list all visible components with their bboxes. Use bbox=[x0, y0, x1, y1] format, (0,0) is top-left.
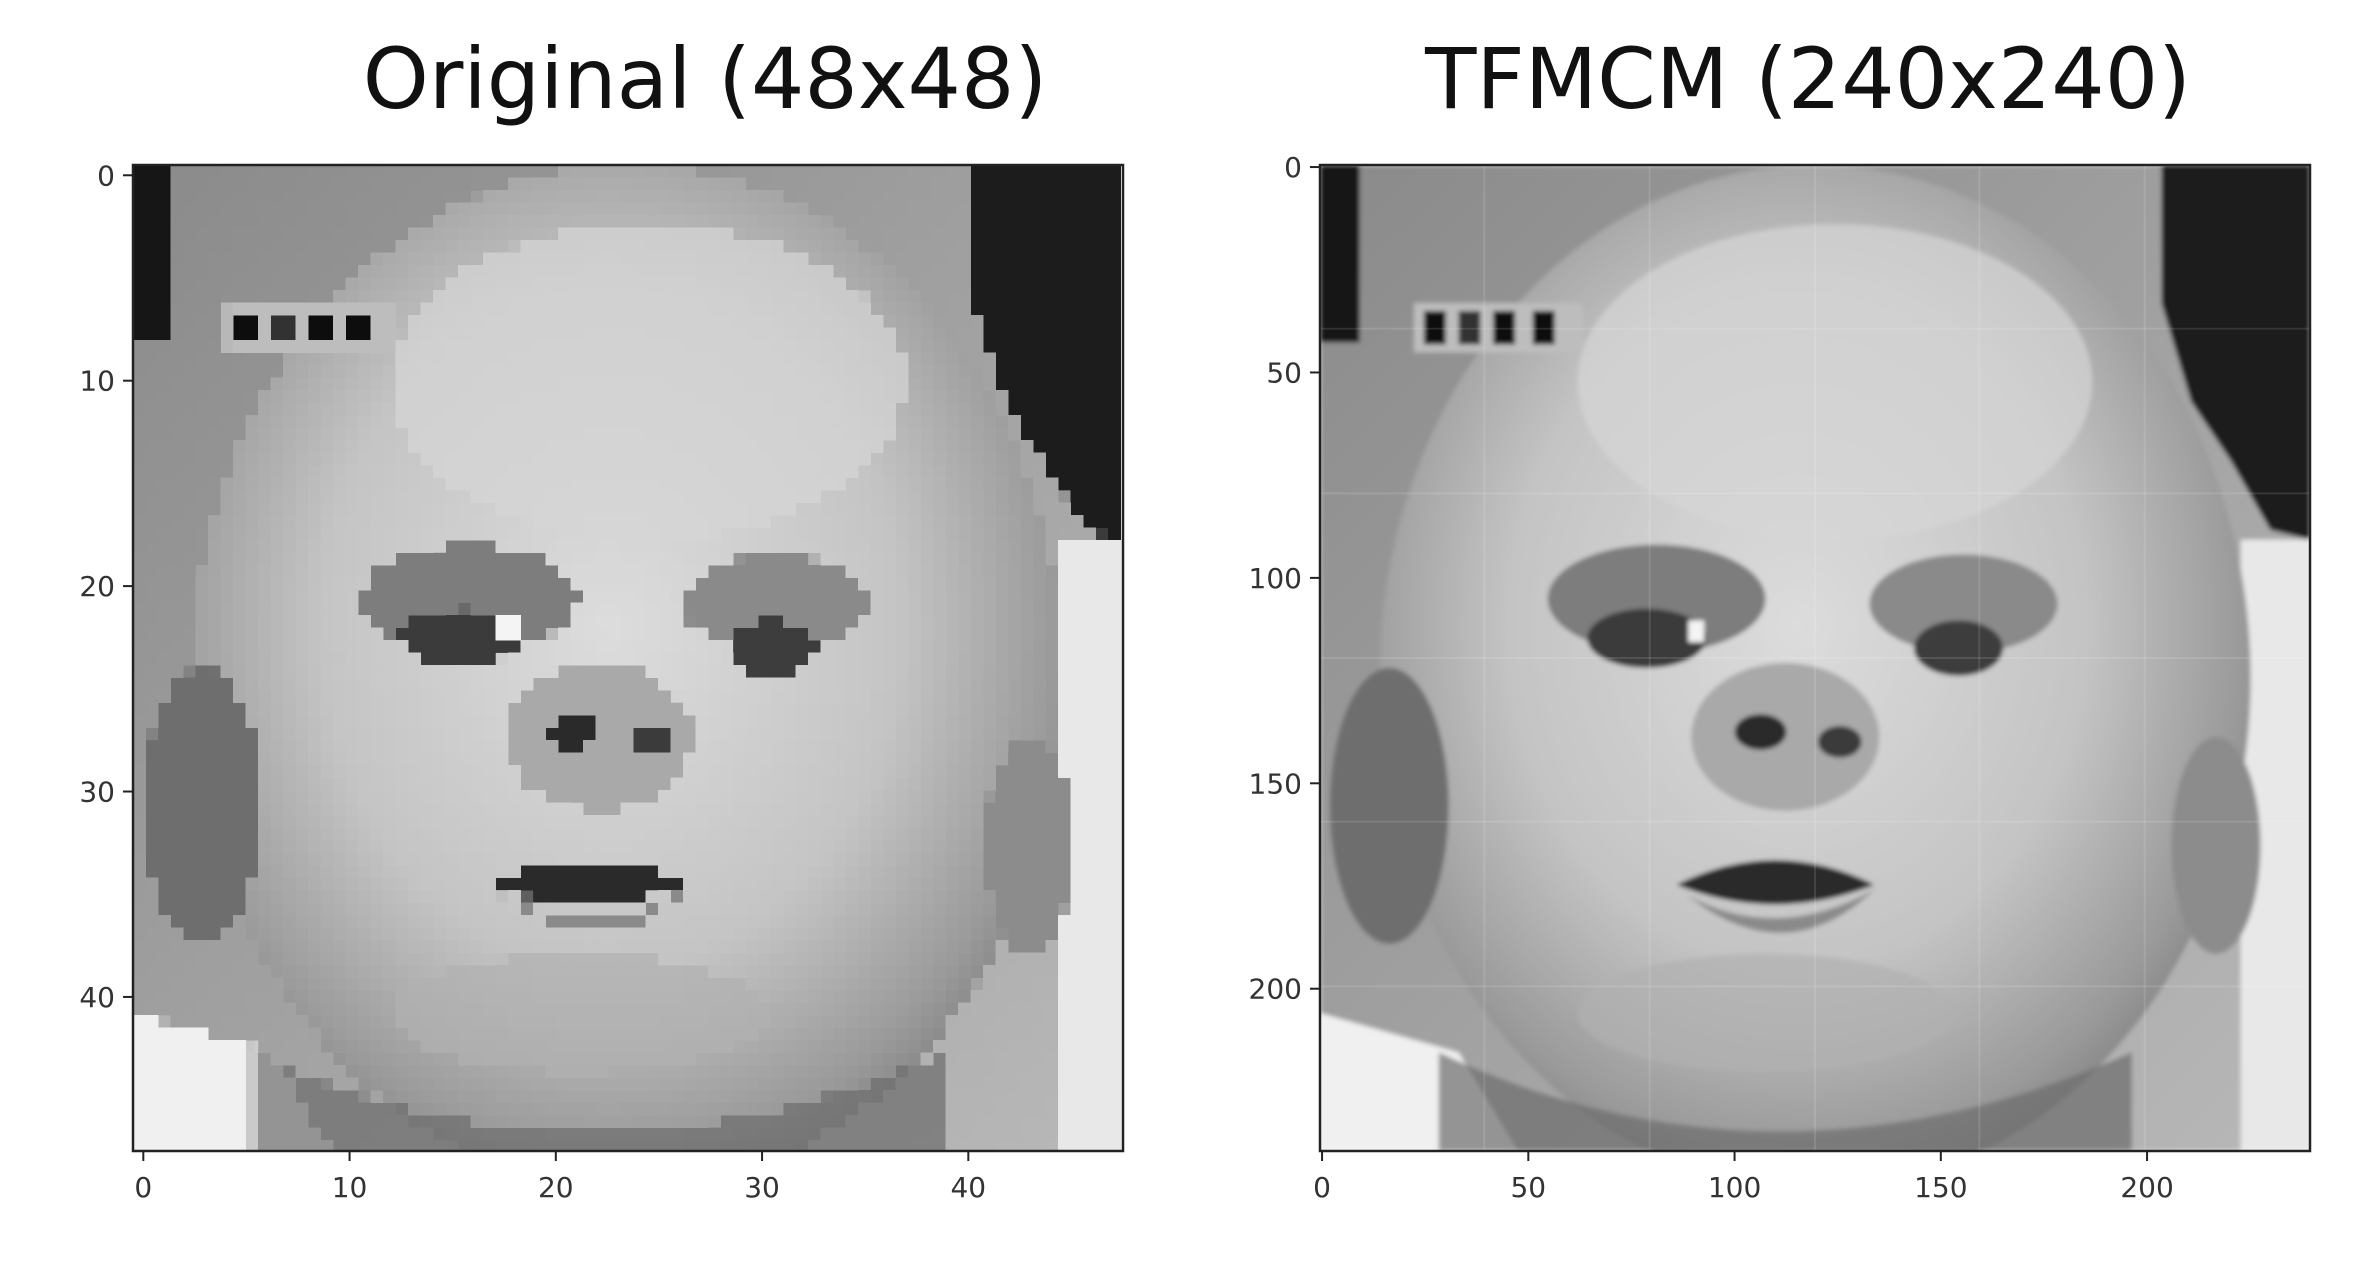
y-tick-label: 50 bbox=[1266, 356, 1302, 389]
y-tick-label: 10 bbox=[79, 365, 115, 398]
image-original bbox=[133, 165, 1123, 1152]
x-tick-label: 0 bbox=[1313, 1171, 1331, 1204]
axes-frame bbox=[131, 163, 1125, 1153]
x-tick-label: 0 bbox=[134, 1171, 152, 1204]
x-tick-label: 40 bbox=[950, 1171, 986, 1204]
x-tick-label: 50 bbox=[1510, 1171, 1546, 1204]
x-tick-label: 20 bbox=[538, 1171, 574, 1204]
axes-ticks-original: 0 10 20 30 40 0 10 20 30 40 bbox=[79, 159, 986, 1204]
x-tick-label: 30 bbox=[744, 1171, 780, 1204]
x-tick-label: 150 bbox=[1914, 1171, 1967, 1204]
panel-title: Original (48x48) bbox=[363, 30, 1047, 128]
panel-title: TFMCM (240x240) bbox=[1424, 30, 2191, 128]
panel-original: Original (48x48) 0 10 20 30 40 0 10 20 30 40 bbox=[79, 30, 1125, 1204]
y-tick-label: 30 bbox=[79, 776, 115, 809]
y-tick-label: 100 bbox=[1249, 562, 1302, 595]
axes-frame bbox=[1318, 163, 2312, 1153]
axes-ticks-tfmcm: 0 50 100 150 200 0 50 100 150 200 bbox=[1249, 151, 2174, 1204]
y-tick-label: 40 bbox=[79, 981, 115, 1014]
y-tick-label: 0 bbox=[97, 159, 115, 192]
x-tick-label: 100 bbox=[1708, 1171, 1761, 1204]
x-tick-label: 200 bbox=[2120, 1171, 2173, 1204]
y-tick-label: 0 bbox=[1284, 151, 1302, 184]
y-tick-label: 150 bbox=[1249, 767, 1302, 800]
y-tick-label: 20 bbox=[79, 570, 115, 603]
image-tfmcm bbox=[1320, 165, 2311, 1152]
x-tick-label: 10 bbox=[332, 1171, 368, 1204]
y-tick-label: 200 bbox=[1249, 973, 1302, 1006]
